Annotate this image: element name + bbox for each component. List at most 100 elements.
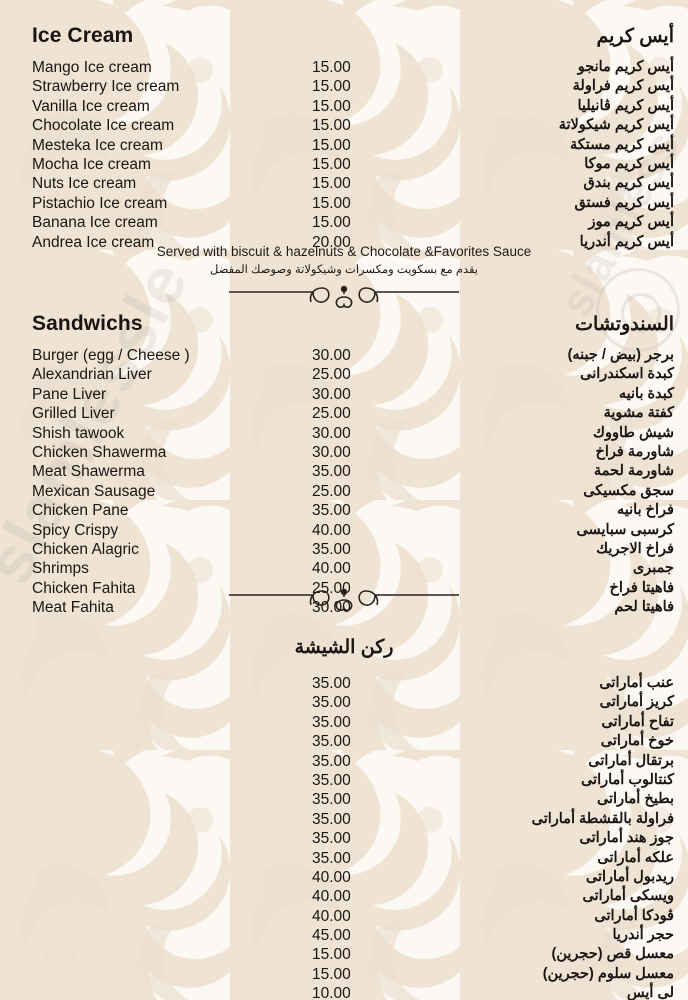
item-name-ar: بطيخ أماراتى [596,791,674,808]
ice-cream-serving-note: Served with biscuit & hazelnuts & Chocol… [0,244,688,276]
item-price: 15.00 [312,946,351,964]
item-price: 35.00 [312,810,351,828]
item-price: 30.00 [312,443,351,461]
item-price: 10.00 [312,985,351,1000]
item-price: 35.00 [312,713,351,731]
item-name-en: Mesteka Ice cream [32,136,163,154]
item-price: 40.00 [312,868,351,886]
item-name-ar: ويسكى أماراتى [582,888,674,905]
item-price: 45.00 [312,927,351,945]
item-price: 40.00 [312,521,351,539]
item-name-en: Mango Ice cream [32,59,152,76]
item-name-en: Chicken Shawerma [32,443,167,461]
ice-cream-title-ar: أيس كريم [596,26,674,47]
item-price: 35.00 [312,540,351,558]
item-name-ar: علكه أماراتى [597,849,674,866]
menu-item-row: Grilled Liver 25.00 كفتة مشوية [0,404,688,423]
item-name-en: Pistachio Ice cream [32,194,168,212]
shisha-item-row: 35.00 تفاح أماراتى [0,713,688,732]
item-name-ar: أيس كريم موز [588,214,674,231]
item-price: 15.00 [312,175,351,193]
item-name-ar: برجر (بيض / جبنه) [567,347,674,363]
item-name-en: Chocolate Ice cream [32,117,175,135]
item-name-ar: أيس كريم مانجو [577,59,674,75]
item-price: 15.00 [312,155,351,173]
item-price: 35.00 [312,694,351,712]
menu-item-row: Alexandrian Liver 25.00 كبدة اسكندرانى [0,365,688,384]
sandwichs-header: Sandwichs السندوتشات [0,312,688,342]
item-name-ar: أيس كريم شيكولاتة [558,117,674,134]
menu-item-row: Shrimps 40.00 جمبرى [0,559,688,578]
item-name-ar: شاورمة لحمة [593,463,674,480]
item-name-ar: فراخ بانيه [617,502,674,519]
item-name-ar: كنتالوب أماراتى [580,771,674,788]
item-price: 15.00 [312,59,351,76]
item-price: 35.00 [312,752,351,770]
item-name-ar: أيس كريم مستكة [569,136,674,153]
item-name-en: Burger (egg / Cheese ) [32,347,190,364]
menu-item-row: Shish tawook 30.00 شيش طاووك [0,424,688,443]
item-name-en: Grilled Liver [32,405,115,423]
item-price: 40.00 [312,888,351,906]
ornamental-divider-bottom [0,586,688,612]
item-price: 15.00 [312,78,351,96]
item-name-ar: تفاح أماراتى [601,713,674,730]
shisha-item-row: 35.00 جوز هند أماراتى [0,829,688,848]
menu-item-row: Chicken Alagric 35.00 فراخ الاجريك [0,540,688,559]
item-name-en: Banana Ice cream [32,214,158,232]
menu-item-row: Strawberry Ice cream 15.00 أيس كريم فراولة [0,77,688,96]
shisha-item-row: 35.00 كنتالوب أماراتى [0,771,688,790]
item-price: 40.00 [312,907,351,925]
menu-item-row: Burger (egg / Cheese ) 30.00 برجر (بيض / ج… [0,346,688,365]
menu-item-row: Banana Ice cream 15.00 أيس كريم موز [0,213,688,232]
item-price: 40.00 [312,560,351,578]
item-name-ar: أيس كريم موكا [584,155,674,172]
serving-note-ar: يقدم مع بسكويت ومكسرات وشيكولاتة وصوصك ا… [210,264,478,276]
item-price: 35.00 [312,791,351,809]
item-price: 25.00 [312,366,351,384]
section-sandwichs: Sandwichs السندوتشات Burger (egg / Chees… [0,312,688,617]
menu-item-row: Pistachio Ice cream 15.00 أيس كريم فستق [0,194,688,213]
item-name-ar: أيس كريم فراولة [572,78,674,95]
sandwichs-item-list: Burger (egg / Cheese ) 30.00 برجر (بيض / ج… [0,346,688,617]
item-price: 30.00 [312,424,351,442]
menu-item-row: Nuts Ice cream 15.00 أيس كريم بندق [0,174,688,193]
menu-item-row: Mango Ice cream 15.00 أيس كريم مانجو [0,58,688,77]
menu-item-row: Meat Shawerma 35.00 شاورمة لحمة [0,462,688,481]
item-name-ar: فراولة بالقشطة أماراتى [531,810,674,827]
item-name-ar: كرسبى سبايسى [576,521,674,538]
shisha-item-row: 35.00 علكه أماراتى [0,849,688,868]
item-name-ar: أيس كريم فستق [574,194,674,211]
item-name-ar: كبدة اسكندرانى [580,366,674,383]
menu-item-row: Chicken Pane 35.00 فراخ بانيه [0,501,688,520]
sandwichs-title-en: Sandwichs [32,312,143,335]
item-name-ar: خوخ أماراتى [600,733,674,750]
item-price: 25.00 [312,482,351,500]
ice-cream-title-en: Ice Cream [32,24,134,47]
item-price: 15.00 [312,214,351,232]
item-name-en: Chicken Alagric [32,540,139,558]
item-name-ar: عنب أماراتى [599,675,674,691]
item-name-en: Strawberry Ice cream [32,78,180,96]
item-price: 30.00 [312,347,351,364]
item-price: 35.00 [312,849,351,867]
item-name-ar: برتقال أماراتى [588,752,674,769]
item-price: 15.00 [312,97,351,115]
item-name-ar: أيس كريم ڤانيليا [577,97,674,114]
ice-cream-item-list: Mango Ice cream 15.00 أيس كريم مانجو Strawb… [0,58,688,252]
item-price: 15.00 [312,965,351,983]
item-name-ar: أيس كريم بندق [583,175,674,192]
item-name-ar: شاورمة فراخ [595,443,674,460]
sandwichs-title-ar: السندوتشات [575,314,674,335]
shisha-item-row: 15.00 معسل قص (حجرين) [0,945,688,964]
item-name-en: Mexican Sausage [32,482,156,500]
shisha-item-row: 40.00 ريدبول أماراتى [0,868,688,887]
ice-cream-header: Ice Cream أيس كريم [0,24,688,54]
item-price: 25.00 [312,405,351,423]
section-ice-cream: Ice Cream أيس كريم Mango Ice cream 15.00 أ… [0,24,688,252]
item-name-ar: ڤودكا أماراتى [594,907,674,924]
item-name-ar: جوز هند أماراتى [579,830,674,847]
menu-item-row: Mesteka Ice cream 15.00 أيس كريم مستكة [0,136,688,155]
item-price: 30.00 [312,385,351,403]
item-name-en: Meat Shawerma [32,463,145,481]
